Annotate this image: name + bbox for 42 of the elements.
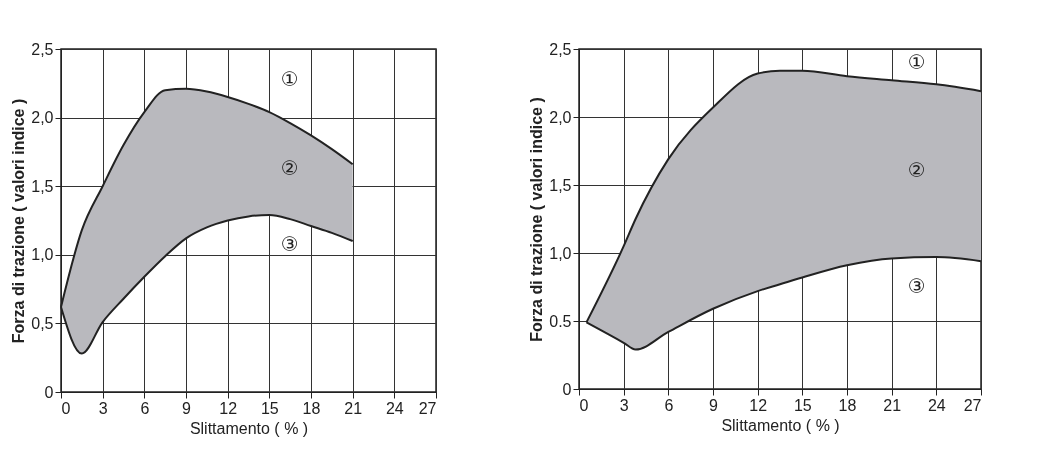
x-tick-label: 0 (579, 396, 589, 414)
y-tick-label: 0 (562, 380, 572, 398)
y-tick-label: 2,0 (31, 109, 54, 127)
x-tick-label: 18 (302, 399, 321, 417)
x-tick-label: 3 (98, 399, 108, 417)
x-tick-label: 27 (418, 399, 437, 417)
x-tick-label: 15 (793, 396, 812, 414)
x-tick-label: 15 (260, 399, 279, 417)
x-axis-title: Slittamento ( % ) (189, 419, 309, 437)
x-tick-label: 18 (838, 396, 857, 414)
annotation: ③ (280, 231, 299, 256)
x-tick-label: 9 (709, 396, 719, 414)
y-tick-label: 0.5 (549, 312, 572, 330)
x-tick-label: 24 (385, 399, 404, 417)
y-axis-title: Forza di trazione ( valori indice ) (528, 97, 546, 342)
y-tick-label: 1,5 (31, 177, 54, 195)
y-tick-label: 0,5 (31, 314, 54, 332)
y-tick-label: 1,0 (549, 244, 572, 262)
x-tick-label: 12 (219, 399, 238, 417)
y-tick-label: 2,5 (31, 40, 54, 58)
annotation: ③ (907, 274, 926, 298)
x-tick-label: 21 (344, 399, 363, 417)
annotation: ① (907, 49, 926, 74)
x-tick-label: 24 (927, 396, 946, 414)
y-tick-label: 1,5 (549, 176, 572, 194)
annotation: ① (280, 66, 299, 91)
x-tick-label: 3 (619, 396, 629, 414)
y-tick-label: 1,0 (31, 246, 54, 264)
x-tick-label: 6 (664, 396, 674, 414)
y-tick-label: 0 (44, 383, 54, 401)
x-tick-label: 12 (749, 396, 768, 414)
x-tick-label: 21 (883, 396, 902, 414)
y-tick-label: 2,0 (549, 108, 572, 126)
annotation: ② (280, 156, 299, 181)
annotation: ② (907, 158, 926, 183)
x-axis-title: Slittamento ( % ) (721, 416, 840, 434)
x-tick-label: 27 (963, 396, 982, 414)
x-tick-label: 0 (61, 399, 71, 417)
y-axis-title: Forza di trazione ( valori indice ) (10, 98, 28, 344)
x-tick-label: 6 (140, 399, 150, 417)
x-tick-label: 9 (182, 399, 192, 417)
y-tick-label: 2,5 (549, 40, 572, 58)
